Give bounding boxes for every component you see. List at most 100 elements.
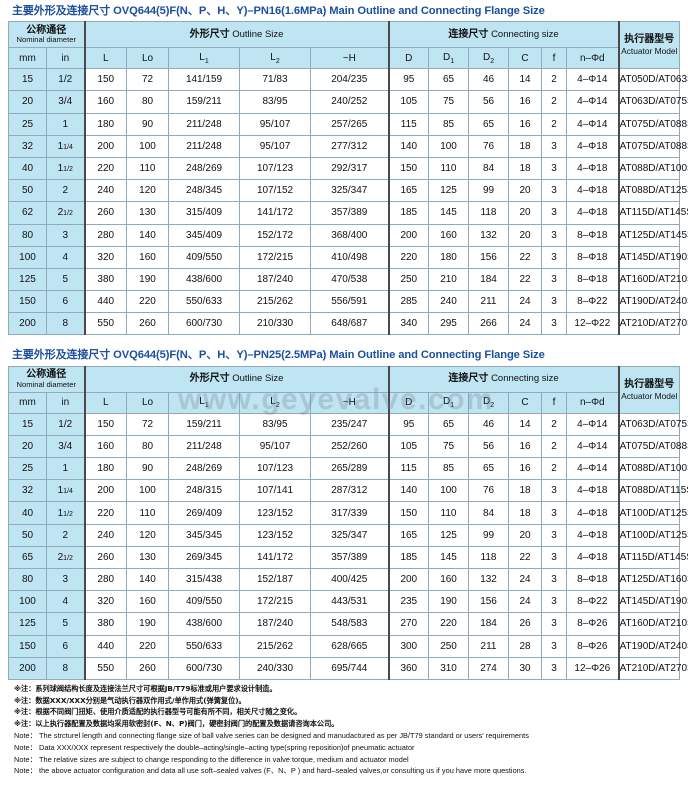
cell-L1: 600/730 xyxy=(168,656,241,680)
cell-f: 3 xyxy=(541,567,568,592)
table-row: 32 11/4 200 100 248/315 107/141 287/312 140 100 7… xyxy=(8,479,688,503)
cell-C: 20 xyxy=(508,179,543,203)
col-L2: L2 xyxy=(239,47,312,70)
col-L: L xyxy=(83,47,128,70)
cell-Lo: 120 xyxy=(126,179,170,203)
cell-L: 240 xyxy=(83,179,128,203)
header-connecting-size-en: Connecting size xyxy=(491,373,559,385)
cell-in: 3/4 xyxy=(45,90,86,114)
cell-D: 105 xyxy=(387,90,430,114)
cell-C: 18 xyxy=(508,134,543,158)
cell-Lo: 130 xyxy=(126,545,170,569)
cell-L1: 345/409 xyxy=(168,223,241,247)
cell-L2: 210/330 xyxy=(239,312,312,336)
cell-L: 550 xyxy=(83,656,128,680)
cell-D2: 184 xyxy=(468,612,510,636)
header-connecting-size-en: Connecting size xyxy=(491,28,559,40)
header-nominal-diameter: 公称通径 Nominal diameter xyxy=(7,21,86,49)
cell-f: 3 xyxy=(541,312,568,336)
cell-actuator-model: AT088D/AT115S xyxy=(617,479,688,503)
col-Lo: Lo xyxy=(126,47,170,70)
cell-D1: 75 xyxy=(428,434,470,459)
cell-D2: 84 xyxy=(468,501,510,525)
col-C: C xyxy=(508,391,543,414)
cell-nd: 4–Φ14 xyxy=(566,412,620,436)
table-row: 32 11/4 200 100 211/248 95/107 277/312 140 100 76… xyxy=(8,134,688,158)
cell-C: 24 xyxy=(508,567,543,592)
table-row: 50 2 240 120 248/345 107/152 325/347 165 125 99 20… xyxy=(8,179,688,203)
cell-H: 257/265 xyxy=(310,112,390,136)
cell-D: 115 xyxy=(387,112,430,136)
table-row: 125 5 380 190 438/600 187/240 548/583 270 220 184… xyxy=(8,612,688,636)
cell-D2: 156 xyxy=(468,590,510,614)
cell-f: 2 xyxy=(541,434,568,459)
cell-D1: 110 xyxy=(428,501,470,525)
cell-mm: 40 xyxy=(8,156,47,181)
header-connecting-size-cn: 连接尺寸 xyxy=(448,373,489,385)
header-outline-size-en: Outline Size xyxy=(232,28,284,40)
cell-C: 18 xyxy=(508,479,543,503)
cell-H: 235/247 xyxy=(310,412,390,436)
cell-H: 410/498 xyxy=(310,245,390,269)
cell-D1: 160 xyxy=(428,223,470,247)
cell-L: 240 xyxy=(83,523,128,547)
cell-actuator-model: AT115D/AT145S xyxy=(617,545,688,569)
cell-nd: 12–Φ22 xyxy=(566,312,620,336)
cell-L1: 211/248 xyxy=(168,434,241,459)
cell-in: 3 xyxy=(45,223,86,247)
cell-f: 3 xyxy=(541,245,568,269)
cell-f: 3 xyxy=(541,223,568,247)
col-D: D xyxy=(387,391,430,414)
table-row: 20 3/4 160 80 159/211 83/95 240/252 105 75 56 16 2 4… xyxy=(8,90,688,114)
footnote-text: The strcturel length and connecting flan… xyxy=(39,730,529,740)
header-outline-size-cn: 外形尺寸 xyxy=(189,373,230,385)
cell-mm: 20 xyxy=(8,90,47,114)
cell-Lo: 160 xyxy=(126,245,170,269)
cell-D: 150 xyxy=(387,156,430,181)
header-connecting-size: 连接尺寸 Connecting size xyxy=(387,365,620,393)
cell-C: 20 xyxy=(508,201,543,225)
cell-L: 440 xyxy=(83,634,128,658)
cell-Lo: 72 xyxy=(126,68,170,92)
cell-actuator-model: AT145D/AT190S xyxy=(617,245,688,269)
cell-f: 3 xyxy=(541,634,568,658)
cell-D: 235 xyxy=(387,590,430,614)
cell-in: 1/2 xyxy=(45,412,86,436)
cell-L2: 123/152 xyxy=(239,501,312,525)
cell-D1: 145 xyxy=(428,201,470,225)
cell-actuator-model: AT050D/AT063S xyxy=(617,68,688,92)
cell-H: 400/425 xyxy=(310,567,390,592)
cell-L1: 141/159 xyxy=(168,68,241,92)
cell-D1: 65 xyxy=(428,412,470,436)
cell-D: 200 xyxy=(387,567,430,592)
cell-L1: 315/409 xyxy=(168,201,241,225)
header-nominal-diameter: 公称通径 Nominal diameter xyxy=(7,365,86,393)
cell-nd: 8–Φ22 xyxy=(566,290,620,314)
cell-actuator-model: AT115D/AT145S xyxy=(617,201,688,225)
cell-C: 14 xyxy=(508,412,543,436)
cell-L2: 83/95 xyxy=(239,412,312,436)
cell-C: 24 xyxy=(508,290,543,314)
cell-actuator-model: AT125D/AT160S xyxy=(617,567,688,592)
cell-C: 22 xyxy=(508,267,543,292)
footnote-en: Note： The strcturel length and connecting… xyxy=(14,730,680,742)
cell-actuator-model: AT160D/AT210S xyxy=(617,267,688,292)
col-in: in xyxy=(45,47,86,70)
footnote-en: Note： Data XXX/XXX represent respectively… xyxy=(14,742,680,754)
col-D2: D2 xyxy=(468,391,510,414)
cell-mm: 100 xyxy=(8,590,47,614)
cell-L1: 211/248 xyxy=(168,112,241,136)
header-actuator-model-en: Actuator Model xyxy=(621,46,678,57)
cell-L: 200 xyxy=(83,134,128,158)
cell-L2: 95/107 xyxy=(239,434,312,459)
cell-Lo: 260 xyxy=(126,656,170,680)
cell-D1: 295 xyxy=(428,312,470,336)
cell-L1: 600/730 xyxy=(168,312,241,336)
cell-L2: 107/123 xyxy=(239,156,312,181)
cell-mm: 15 xyxy=(8,68,47,92)
cell-L2: 95/107 xyxy=(239,112,312,136)
header-connecting-size: 连接尺寸 Connecting size xyxy=(387,21,620,49)
footnote-en: Note： the above actuator configuration an… xyxy=(14,765,680,777)
cell-D1: 125 xyxy=(428,179,470,203)
cell-in: 11/2 xyxy=(45,156,86,181)
